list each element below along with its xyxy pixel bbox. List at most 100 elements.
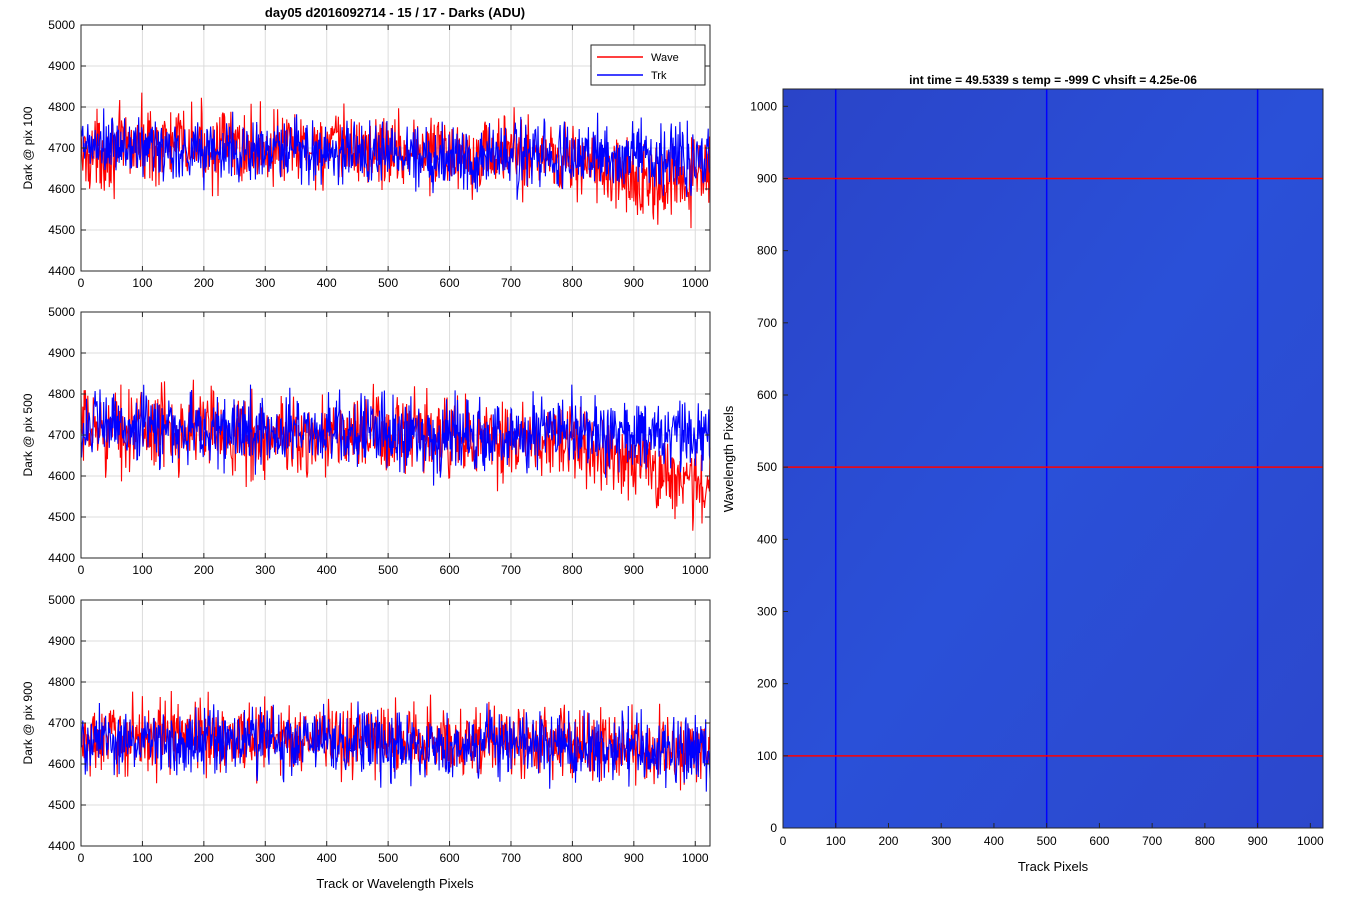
y-tick-label: 4400 [48, 839, 75, 853]
x-tick-label: 0 [78, 563, 85, 577]
x-tick-label: 500 [378, 563, 398, 577]
x-tick-label: 600 [440, 563, 460, 577]
x-tick-label: 200 [194, 851, 214, 865]
heatmap-y-axis-label: Wavelength Pixels [721, 405, 736, 512]
x-tick-label: 700 [501, 563, 521, 577]
figure-title: day05 d2016092714 - 15 / 17 - Darks (ADU… [265, 5, 525, 20]
heatmap-markers [783, 89, 1323, 828]
x-tick-label: 300 [255, 851, 275, 865]
heatmap-y-tick-label: 400 [757, 532, 777, 546]
x-tick-label: 900 [624, 851, 644, 865]
heatmap-x-tick-label: 1000 [1297, 834, 1324, 848]
y-tick-label: 4900 [48, 59, 75, 73]
heatmap-x-tick-label: 300 [931, 834, 951, 848]
y-tick-label: 4600 [48, 182, 75, 196]
x-tick-label: 600 [440, 276, 460, 290]
heatmap-y-tick-label: 700 [757, 316, 777, 330]
y-tick-label: 4700 [48, 428, 75, 442]
y-tick-label: 5000 [48, 593, 75, 607]
series-line-trk [80, 701, 711, 792]
series-line-trk [80, 108, 711, 200]
heatmap-ticks: 0 100 200 300 400 500 600 700 800 900 1000 0 100 200 3… [750, 99, 1324, 848]
y-tick-label: 5000 [48, 18, 75, 32]
heatmap-y-tick-label: 800 [757, 244, 777, 258]
y-tick-label: 4800 [48, 675, 75, 689]
x-tick-label: 400 [317, 276, 337, 290]
heatmap-x-tick-label: 0 [780, 834, 787, 848]
legend: Wave Trk [590, 44, 706, 86]
heatmap-y-tick-label: 600 [757, 388, 777, 402]
heatmap-y-tick-label: 500 [757, 460, 777, 474]
heatmap-x-tick-label: 400 [984, 834, 1004, 848]
heatmap-x-axis-label: Track Pixels [1018, 859, 1089, 874]
heatmap-y-tick-label: 300 [757, 604, 777, 618]
y-tick-label: 4600 [48, 469, 75, 483]
series-line-trk [80, 384, 711, 486]
x-tick-label: 800 [562, 276, 582, 290]
x-tick-label: 700 [501, 851, 521, 865]
y-tick-label: 4400 [48, 551, 75, 565]
legend-label-wave: Wave [651, 52, 679, 64]
x-tick-label: 800 [562, 563, 582, 577]
heatmap-image [783, 89, 1323, 828]
x-tick-label: 400 [317, 563, 337, 577]
y-tick-label: 4900 [48, 634, 75, 648]
x-tick-label: 900 [624, 563, 644, 577]
x-tick-label: 200 [194, 276, 214, 290]
y-tick-label: 4800 [48, 387, 75, 401]
x-tick-label: 500 [378, 276, 398, 290]
heatmap-title: int time = 49.5339 s temp = -999 C vhsif… [909, 73, 1197, 87]
y-tick-label: 4600 [48, 757, 75, 771]
y-axis-label: Dark @ pix 500 [21, 393, 35, 476]
heatmap-y-tick-label: 1000 [750, 99, 777, 113]
x-tick-label: 100 [132, 563, 152, 577]
heatmap-y-tick-label: 100 [757, 749, 777, 763]
y-tick-label: 4900 [48, 346, 75, 360]
y-axis-label: Dark @ pix 900 [21, 681, 35, 764]
x-tick-label: 100 [132, 851, 152, 865]
heatmap-x-tick-label: 900 [1248, 834, 1268, 848]
series-line-wave [80, 690, 711, 791]
x-tick-label: 100 [132, 276, 152, 290]
x-tick-label: 500 [378, 851, 398, 865]
heatmap-x-tick-label: 500 [1037, 834, 1057, 848]
heatmap-panel: int time = 49.5339 s temp = -999 C vhsif… [721, 73, 1324, 874]
x-axis-label-left: Track or Wavelength Pixels [316, 876, 474, 891]
heatmap-x-tick-label: 200 [878, 834, 898, 848]
legend-label-trk: Trk [651, 70, 667, 82]
y-tick-label: 4400 [48, 264, 75, 278]
x-tick-label: 1000 [682, 276, 709, 290]
x-tick-label: 300 [255, 276, 275, 290]
heatmap-x-tick-label: 100 [826, 834, 846, 848]
x-tick-label: 600 [440, 851, 460, 865]
heatmap-y-tick-label: 0 [770, 821, 777, 835]
heatmap-x-tick-label: 600 [1089, 834, 1109, 848]
panel-pix-900: 0 100 200 300 400 500 600 700 800 900 1000 4400 4500… [21, 593, 711, 865]
y-tick-label: 4500 [48, 798, 75, 812]
y-tick-label: 4700 [48, 141, 75, 155]
x-tick-label: 1000 [682, 563, 709, 577]
x-tick-label: 400 [317, 851, 337, 865]
y-axis-label: Dark @ pix 100 [21, 106, 35, 189]
y-tick-label: 4700 [48, 716, 75, 730]
heatmap-x-tick-label: 800 [1195, 834, 1215, 848]
heatmap-y-tick-label: 900 [757, 171, 777, 185]
x-tick-label: 700 [501, 276, 521, 290]
x-tick-label: 200 [194, 563, 214, 577]
y-tick-label: 4800 [48, 100, 75, 114]
y-tick-label: 4500 [48, 223, 75, 237]
heatmap-y-tick-label: 200 [757, 677, 777, 691]
panel-pix-500: 0 100 200 300 400 500 600 700 800 900 1000 4400 4500… [21, 305, 711, 577]
x-tick-label: 0 [78, 276, 85, 290]
heatmap-axes-box [782, 88, 1324, 829]
x-tick-label: 900 [624, 276, 644, 290]
y-tick-label: 4500 [48, 510, 75, 524]
legend-box [590, 44, 706, 86]
x-tick-label: 300 [255, 563, 275, 577]
y-tick-label: 5000 [48, 305, 75, 319]
x-tick-label: 0 [78, 851, 85, 865]
heatmap-x-tick-label: 700 [1142, 834, 1162, 848]
x-tick-label: 1000 [682, 851, 709, 865]
x-tick-label: 800 [562, 851, 582, 865]
